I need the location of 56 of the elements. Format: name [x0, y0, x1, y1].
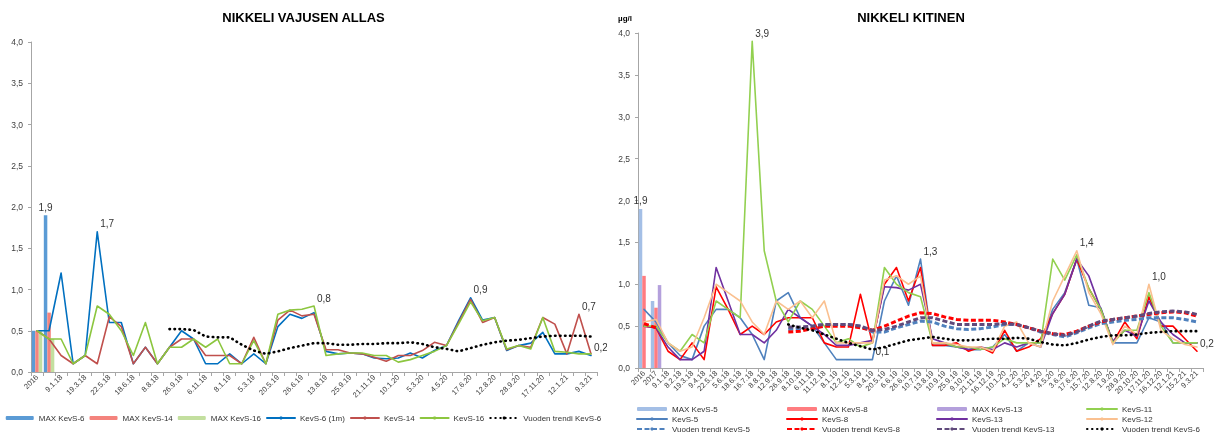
y-tick-label: 0,0: [618, 363, 631, 373]
legend-label: Vuoden trendi KevS-6: [523, 413, 602, 423]
data-label: 1,3: [923, 245, 938, 257]
legend-label: Vuoden trendi KevS-6: [1122, 424, 1201, 434]
data-label: 1,9: [633, 195, 648, 207]
legend-label: MAX KevS-6: [38, 413, 86, 423]
legend-label: KevS-8: [822, 414, 849, 424]
chart-title: NIKKELI KITINEN: [857, 10, 965, 25]
legend-label: MAX KevS-16: [210, 413, 262, 423]
chart-title: NIKKELI VAJUSEN ALLAS: [222, 10, 386, 25]
data-label: 1,4: [1079, 237, 1095, 249]
legend-label: Vuoden trendi KevS-5: [672, 424, 751, 434]
y-tick-label: 3,0: [11, 119, 24, 130]
bar: [35, 330, 39, 372]
data-label: 1,9: [38, 201, 53, 213]
y-tick-label: 4,0: [11, 37, 24, 47]
legend-label: MAX KevS-14: [122, 413, 174, 423]
y-tick-label: 2,0: [11, 202, 24, 212]
y-tick-label: 3,5: [618, 69, 631, 80]
legend-label: KevS-6 (1m): [300, 413, 346, 423]
y-tick-label: 3,0: [618, 111, 631, 122]
legend-label: Vuoden trendi KevS-8: [822, 424, 901, 434]
line-series: [786, 309, 1199, 337]
data-label: 1,7: [100, 218, 115, 230]
data-label: 0,8: [317, 292, 332, 304]
legend-label: MAX KevS-13: [972, 404, 1023, 414]
data-label: 0,7: [581, 300, 597, 312]
y-tick-label: 4,0: [618, 28, 631, 38]
bar: [642, 275, 646, 368]
data-label: 1,0: [1151, 270, 1167, 282]
data-label: 3,9: [755, 27, 770, 39]
y-tick-label: 0,0: [11, 367, 24, 377]
data-label: 0,9: [473, 284, 488, 296]
y-tick-label: 2,5: [618, 153, 631, 164]
y-tick-label: 0,5: [11, 325, 24, 336]
y-tick-label: 0,5: [618, 321, 631, 332]
legend-label: Vuoden trendi KevS-13: [972, 424, 1055, 434]
y-tick-label: 2,5: [11, 160, 24, 171]
legend-label: KevS-5: [672, 414, 699, 424]
y-tick-label: 3,5: [11, 78, 24, 89]
line-series: [168, 327, 593, 356]
y-tick-label: 1,5: [618, 237, 631, 248]
legend-label: KevS-14: [383, 413, 416, 423]
y-axis-title: µg/l: [618, 13, 632, 23]
data-label: 0,2: [1199, 337, 1215, 349]
y-tick-label: 1,5: [11, 243, 24, 254]
legend-label: KevS-13: [972, 414, 1004, 424]
data-label: 0,2: [593, 342, 609, 353]
legend-label: KevS-12: [1122, 414, 1154, 424]
legend-label: KevS-11: [1122, 404, 1153, 414]
legend-label: MAX KevS-5: [672, 404, 719, 414]
y-tick-label: 1,0: [618, 279, 631, 290]
y-tick-label: 2,0: [618, 195, 631, 206]
legend-label: KevS-16: [453, 413, 485, 423]
legend-label: MAX KevS-8: [822, 404, 869, 414]
y-tick-label: 1,0: [11, 284, 24, 295]
